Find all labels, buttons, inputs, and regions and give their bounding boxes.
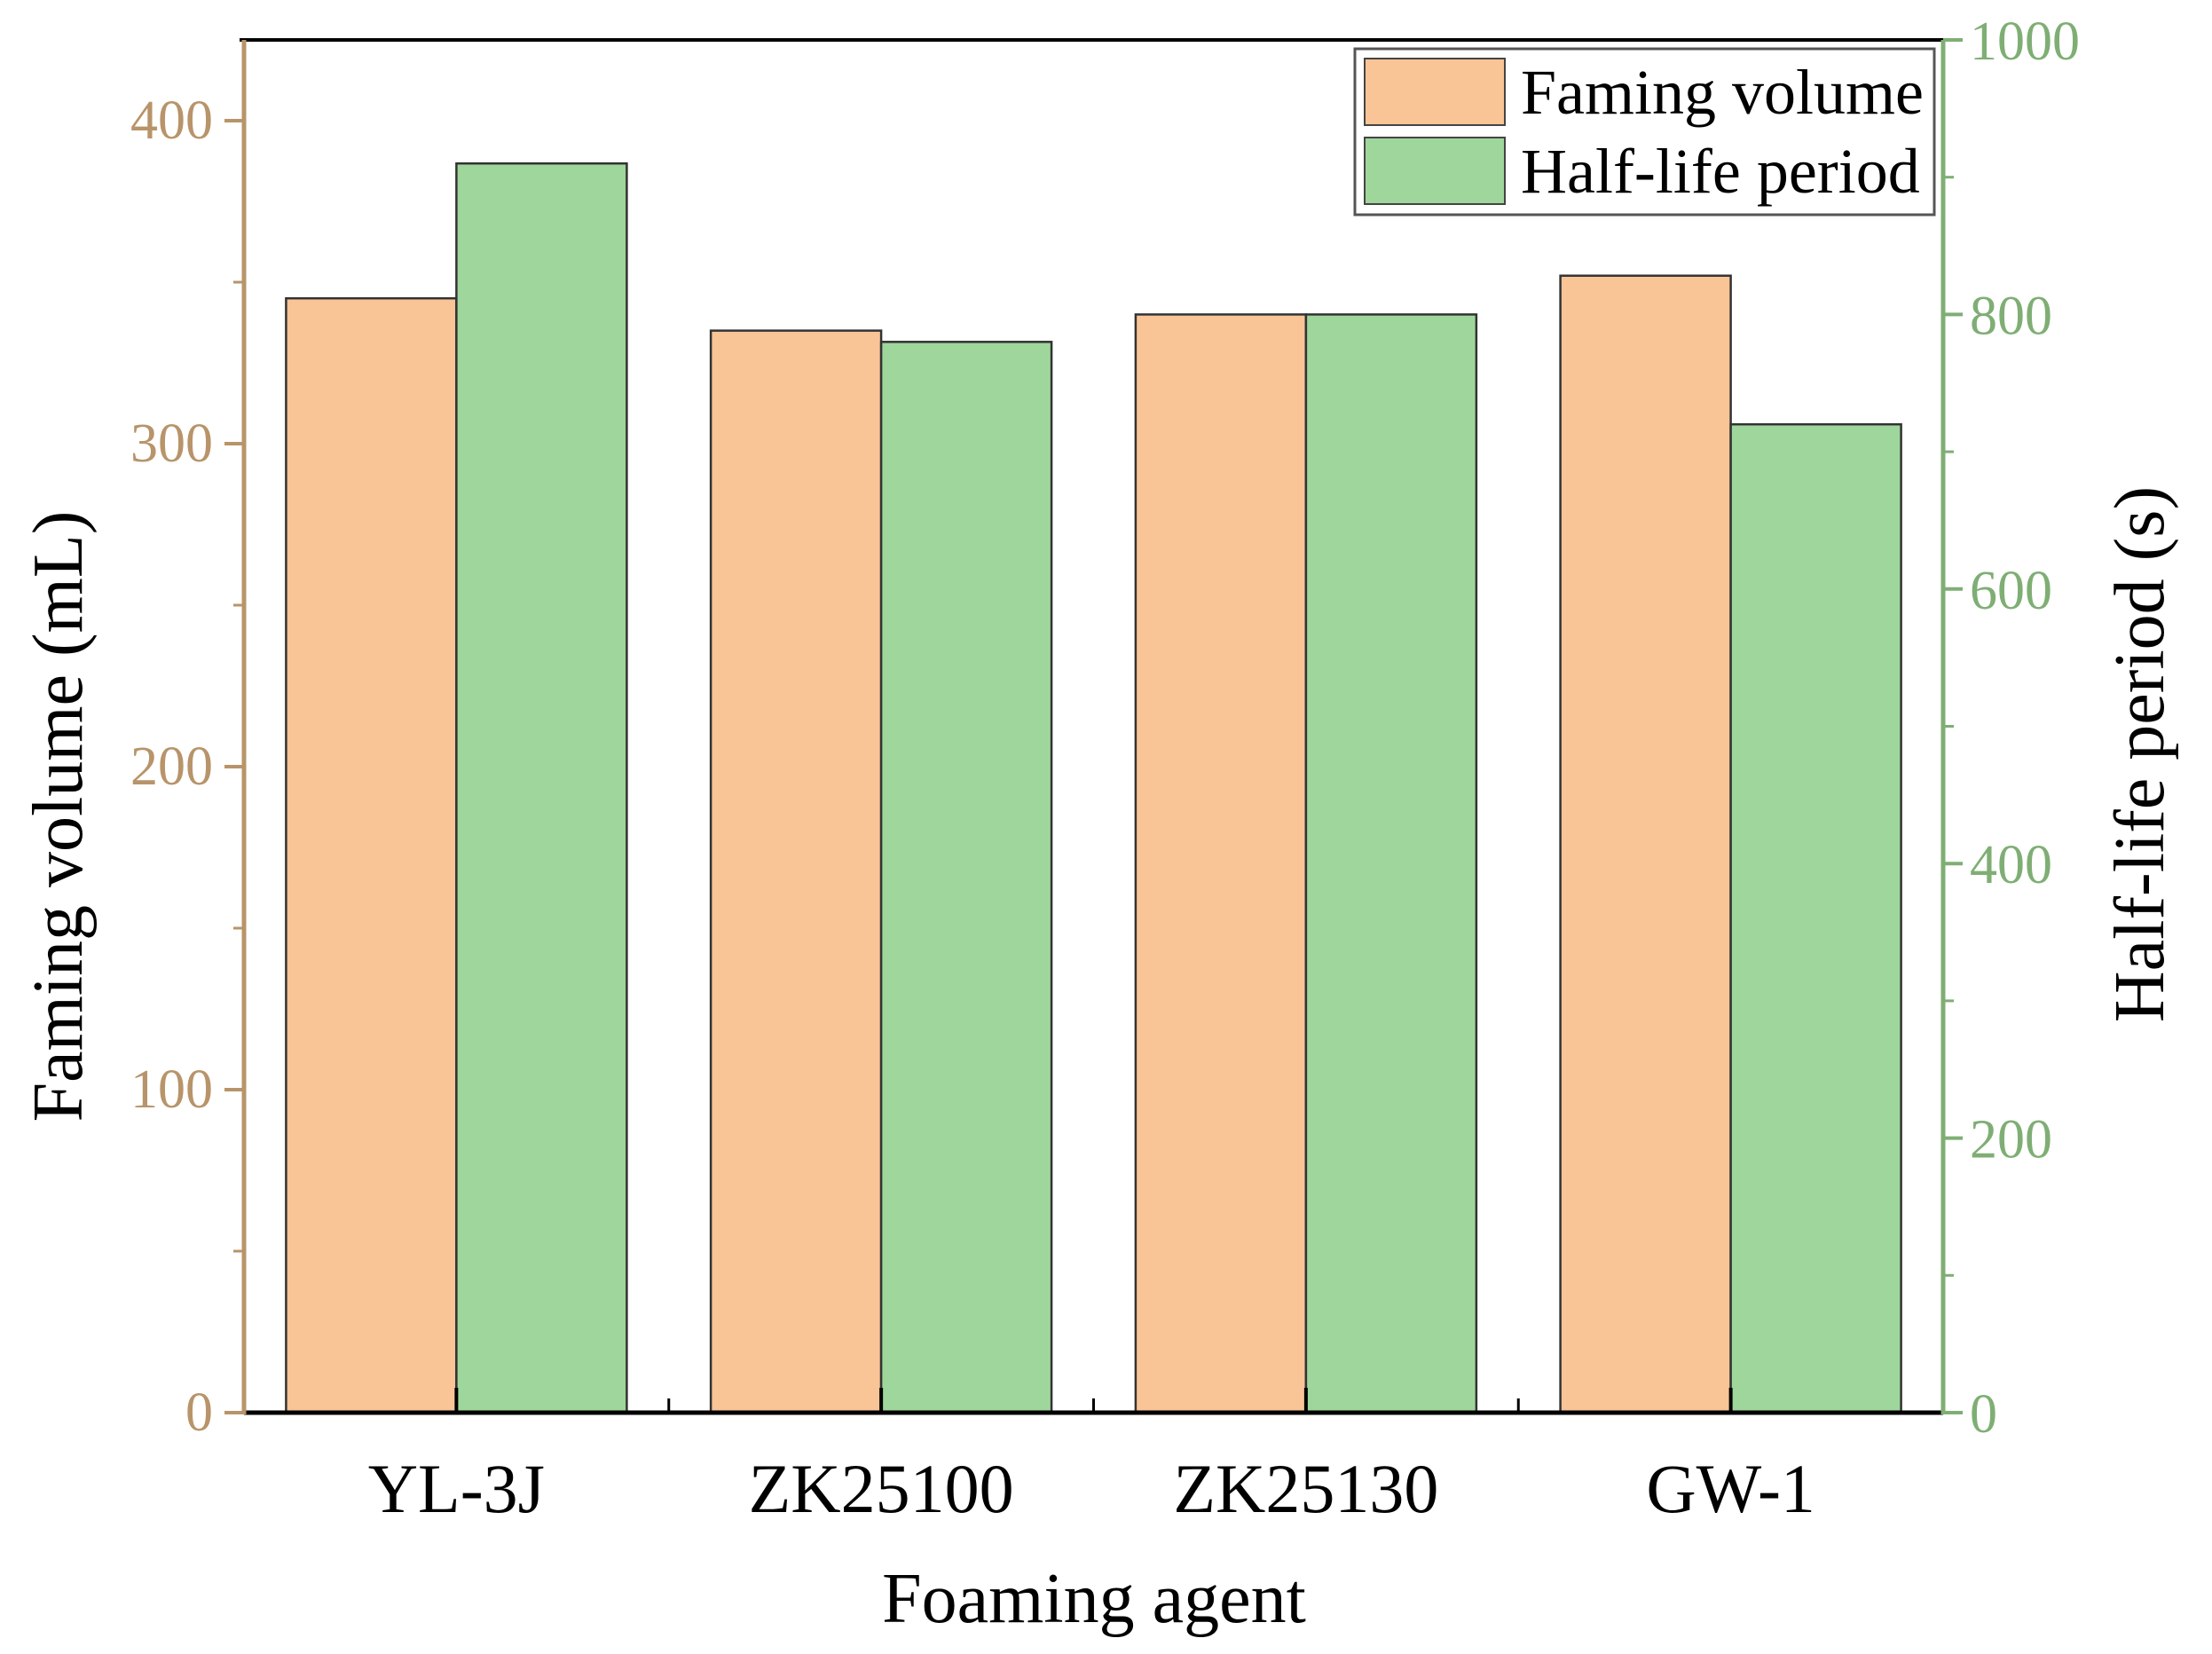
x-axis-title: Foaming agent — [882, 1560, 1306, 1638]
y-right-tick-label: 200 — [1970, 1110, 2052, 1170]
bar-volume-yl-3j — [285, 296, 458, 1414]
bar-halflife-zk25100 — [879, 341, 1053, 1414]
y-right-tick-label: 600 — [1970, 561, 2052, 621]
bar-halflife-zk25130 — [1304, 313, 1478, 1414]
y-right-tick-label: 1000 — [1970, 12, 2080, 72]
x-tick-label: ZK25100 — [749, 1450, 1014, 1527]
y-left-tick-label: 100 — [130, 1059, 213, 1120]
x-tick-label: GW-1 — [1646, 1450, 1815, 1527]
y-left-tick-label: 400 — [130, 91, 213, 151]
legend-label-volume: Faming volume — [1521, 57, 1924, 128]
legend-label-halflife: Half-life period — [1521, 136, 1920, 207]
bar-volume-zk25130 — [1134, 313, 1308, 1414]
bar-halflife-yl-3j — [455, 161, 628, 1414]
x-tick-label: YL-3J — [368, 1450, 545, 1527]
y-right-tick-label: 800 — [1970, 286, 2052, 346]
bar-volume-gw-1 — [1559, 274, 1732, 1414]
y-left-tick-label: 300 — [130, 414, 213, 474]
bar-halflife-gw-1 — [1729, 422, 1902, 1414]
y-right-tick-label: 400 — [1970, 835, 2052, 895]
x-tick-label: ZK25130 — [1173, 1450, 1438, 1527]
ticks-layer: YL-3J ZK25100 ZK25130 GW-1 0 100 200 300 400 0 200… — [130, 12, 2080, 1527]
y-left-axis-title: Faming volume (mL) — [20, 511, 98, 1122]
legend-swatch-volume — [1364, 58, 1506, 126]
y-left-tick-label: 0 — [185, 1382, 213, 1443]
y-left-tick-label: 200 — [130, 736, 213, 797]
bar-volume-zk25100 — [709, 329, 883, 1414]
y-right-tick-label: 0 — [1970, 1384, 1997, 1445]
bars-layer — [285, 161, 1902, 1414]
legend: Faming volume Half-life period — [1353, 47, 1936, 217]
y-right-axis-title: Half-life period (s) — [2101, 486, 2179, 1022]
legend-swatch-halflife — [1364, 137, 1506, 205]
